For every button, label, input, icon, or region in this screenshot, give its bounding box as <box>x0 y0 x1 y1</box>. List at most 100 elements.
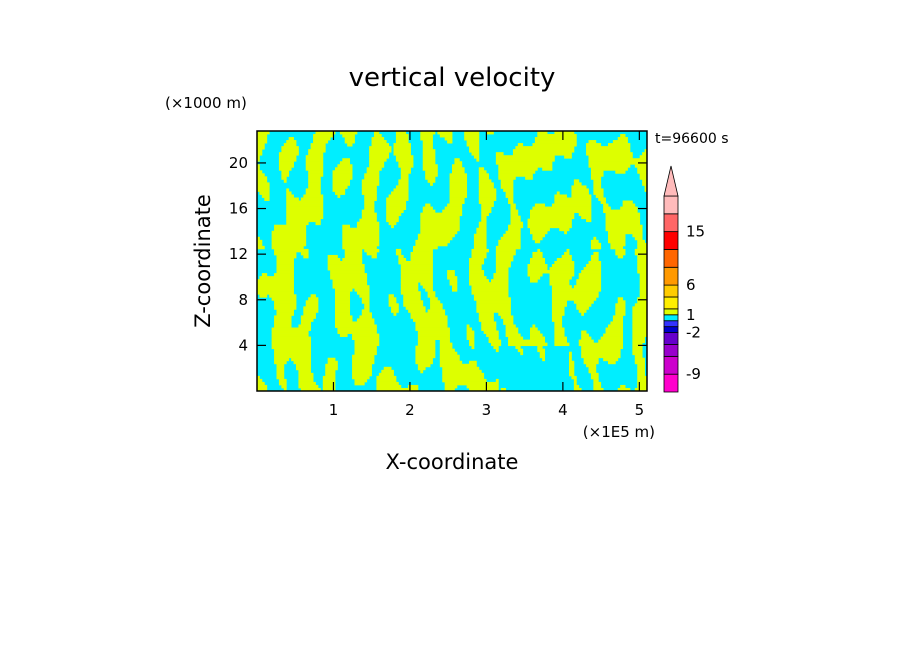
field-cell <box>386 200 407 204</box>
field-cell <box>303 312 316 316</box>
field-cell <box>590 245 602 250</box>
field-cell <box>527 267 548 271</box>
field-cell <box>415 351 436 356</box>
field-cell <box>471 345 475 350</box>
field-cell <box>278 167 292 171</box>
field-cell <box>422 140 433 144</box>
field-cell <box>413 318 448 322</box>
field-cell <box>300 387 321 391</box>
field-cell <box>425 203 431 207</box>
field-cell <box>471 248 489 253</box>
field-cell <box>288 137 294 141</box>
field-cell <box>473 294 509 298</box>
field-cell <box>442 375 485 380</box>
field-cell <box>452 285 458 289</box>
colorbar-extend-arrow <box>663 165 679 197</box>
field-cell <box>352 372 372 377</box>
field-cell <box>332 185 348 189</box>
field-cell <box>473 297 511 301</box>
field-cell <box>344 140 355 144</box>
field-cell <box>442 369 482 374</box>
field-cell <box>257 239 263 244</box>
field-cell <box>422 206 433 210</box>
field-cell <box>554 197 592 201</box>
field-cell <box>449 188 468 192</box>
field-cell <box>447 273 455 277</box>
field-cell <box>371 143 390 147</box>
field-cell <box>620 134 626 138</box>
field-cell <box>388 297 397 301</box>
field-cell <box>364 194 377 198</box>
field-cell <box>498 164 553 168</box>
field-cell <box>634 248 647 253</box>
field-cell <box>422 149 436 153</box>
field-cell <box>495 158 555 162</box>
field-cell <box>352 333 380 337</box>
field-cell <box>439 360 463 365</box>
field-cell <box>505 191 514 195</box>
field-cell <box>569 363 575 368</box>
field-cell <box>551 309 565 313</box>
field-cell <box>257 134 268 138</box>
field-cell <box>632 324 647 328</box>
field-cell <box>593 384 602 389</box>
field-cell <box>471 254 487 259</box>
field-cell <box>532 254 543 259</box>
field-cell <box>476 300 511 304</box>
field-cell <box>637 369 645 374</box>
field-cell <box>495 378 499 383</box>
field-cell <box>395 134 409 138</box>
field-cell <box>481 206 492 210</box>
field-cell <box>430 297 438 301</box>
field-cell <box>603 203 609 207</box>
field-cell <box>573 381 577 386</box>
field-cell <box>335 318 353 322</box>
field-cell <box>354 378 368 383</box>
field-cell <box>271 239 307 244</box>
field-cell <box>590 242 602 247</box>
field-cell <box>257 381 265 386</box>
field-cell <box>612 140 628 144</box>
field-cell <box>593 378 599 383</box>
field-cell <box>469 279 489 283</box>
field-cell <box>417 339 436 344</box>
field-cell <box>400 291 421 295</box>
field-cell <box>337 327 377 331</box>
field-cell <box>488 336 499 340</box>
field-cell <box>637 300 647 304</box>
field-cell <box>354 381 365 386</box>
field-cell <box>442 372 485 377</box>
field-cell <box>274 303 297 307</box>
field-cell <box>403 297 421 301</box>
field-cell <box>569 366 575 371</box>
field-cell <box>491 342 502 347</box>
field-cell <box>422 164 438 168</box>
field-cell <box>393 152 411 156</box>
field-cell <box>305 158 324 162</box>
field-cell <box>551 203 592 207</box>
field-cell <box>364 306 370 310</box>
field-cell <box>617 297 624 301</box>
field-cell <box>639 282 647 286</box>
field-cell <box>549 273 575 277</box>
field-cell <box>549 276 572 280</box>
field-cell <box>352 360 375 365</box>
field-cell <box>425 176 436 180</box>
field-cell <box>388 300 397 304</box>
field-cell <box>588 164 631 168</box>
field-cell <box>581 348 621 353</box>
field-cell <box>332 173 353 177</box>
field-cell <box>313 140 329 144</box>
field-cell <box>442 209 463 214</box>
field-cell <box>481 321 497 325</box>
field-cell <box>296 366 312 371</box>
field-cell <box>374 134 382 138</box>
field-cell <box>644 149 647 153</box>
field-cell <box>620 206 638 210</box>
field-cell <box>603 209 638 214</box>
field-cell <box>600 336 624 340</box>
field-cell <box>261 273 268 277</box>
field-cell <box>342 224 351 229</box>
field-cell <box>354 351 377 356</box>
field-cell <box>551 297 597 301</box>
